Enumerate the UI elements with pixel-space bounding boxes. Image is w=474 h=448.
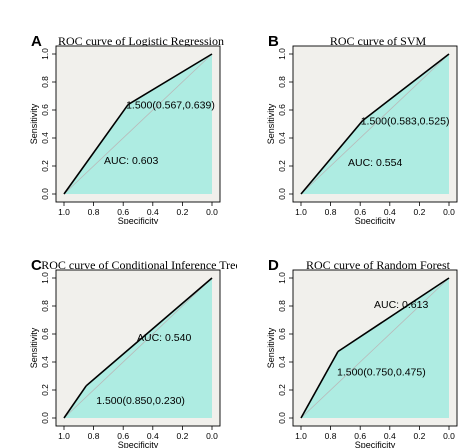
auc-label: AUC: 0.603 bbox=[104, 155, 158, 167]
y-tick-label: 0.4 bbox=[40, 132, 50, 144]
chart-title: ROC curve of SVM bbox=[330, 34, 427, 48]
x-tick-label: 0.8 bbox=[325, 431, 337, 441]
x-axis-label: Specificity bbox=[355, 440, 396, 448]
x-tick-label: 1.0 bbox=[58, 207, 70, 217]
y-tick-label: 0.6 bbox=[40, 104, 50, 116]
roc-panel-b: B ROC curve of SVM 1.0 0.8 0.6 0.4 0.2 0.0 0.0 0.… bbox=[237, 0, 474, 224]
y-tick-label: 0.6 bbox=[277, 104, 287, 116]
roc-curve-segment bbox=[63, 104, 129, 195]
roc-chart-b: B ROC curve of SVM 1.0 0.8 0.6 0.4 0.2 0.0 0.0 0.… bbox=[266, 33, 458, 224]
roc-curve-segment bbox=[362, 53, 450, 122]
y-tick-label: 0.0 bbox=[40, 412, 50, 424]
roc-curve-segment bbox=[85, 277, 213, 387]
roc-curve-segment bbox=[300, 119, 364, 195]
threshold-label: 1.500(0.567,0.639) bbox=[126, 100, 215, 112]
chart-title: ROC curve of Conditional Inference Tree bbox=[41, 258, 237, 272]
y-tick-label: 1.0 bbox=[277, 48, 287, 60]
x-tick-label: 0.2 bbox=[413, 207, 425, 217]
diagonal-reference-line bbox=[63, 53, 213, 195]
y-tick-label: 0.8 bbox=[40, 300, 50, 312]
y-tick-label: 0.0 bbox=[277, 188, 287, 200]
diagonal-reference-line bbox=[300, 53, 450, 195]
x-tick-label: 0.2 bbox=[176, 431, 188, 441]
auc-label: AUC: 0.613 bbox=[374, 299, 428, 311]
roc-panel-c: C ROC curve of Conditional Inference Tree… bbox=[0, 224, 237, 448]
x-tick-label: 0.6 bbox=[117, 431, 129, 441]
plot-frame bbox=[292, 45, 458, 203]
panel-letter: A bbox=[31, 33, 42, 50]
x-tick-label: 0.6 bbox=[354, 431, 366, 441]
diagonal-reference-line bbox=[63, 277, 213, 419]
y-axis-label: Sensitivity bbox=[29, 103, 39, 144]
y-tick-label: 0.8 bbox=[40, 76, 50, 88]
x-tick-label: 0.2 bbox=[176, 207, 188, 217]
plot-frame bbox=[55, 269, 221, 427]
y-tick-label: 1.0 bbox=[40, 48, 50, 60]
x-tick-label: 1.0 bbox=[58, 431, 70, 441]
x-tick-label: 0.0 bbox=[443, 431, 455, 441]
roc-curve-segment bbox=[300, 351, 339, 419]
x-tick-label: 0.4 bbox=[384, 431, 396, 441]
y-tick-label: 0.4 bbox=[277, 132, 287, 144]
x-tick-label: 0.6 bbox=[354, 207, 366, 217]
y-axis-label: Sensitivity bbox=[266, 327, 276, 368]
y-tick-label: 1.0 bbox=[40, 272, 50, 284]
auc-label: AUC: 0.554 bbox=[348, 157, 402, 169]
y-tick-label: 0.2 bbox=[277, 384, 287, 396]
y-tick-label: 0.4 bbox=[277, 356, 287, 368]
x-tick-label: 0.6 bbox=[117, 207, 129, 217]
panel-letter: C bbox=[31, 257, 42, 274]
y-tick-label: 0.8 bbox=[277, 300, 287, 312]
auc-label: AUC: 0.540 bbox=[137, 332, 191, 344]
y-axis-label: Sensitivity bbox=[29, 327, 39, 368]
x-tick-label: 1.0 bbox=[295, 207, 307, 217]
y-tick-label: 0.0 bbox=[40, 188, 50, 200]
y-tick-label: 0.2 bbox=[277, 160, 287, 172]
y-axis-label: Sensitivity bbox=[266, 103, 276, 144]
roc-curve-segment bbox=[63, 385, 87, 419]
x-tick-label: 1.0 bbox=[295, 431, 307, 441]
roc-panel-d: D ROC curve of Random Forest 1.0 0.8 0.6 0.4 0… bbox=[237, 224, 474, 448]
plot-frame bbox=[55, 45, 221, 203]
chart-title: ROC curve of Random Forest bbox=[306, 258, 451, 272]
y-tick-label: 0.6 bbox=[277, 328, 287, 340]
x-tick-label: 0.8 bbox=[88, 207, 100, 217]
y-tick-label: 0.6 bbox=[40, 328, 50, 340]
diagonal-reference-line bbox=[300, 277, 450, 419]
x-tick-label: 0.0 bbox=[443, 207, 455, 217]
x-tick-label: 0.4 bbox=[384, 207, 396, 217]
plot-frame bbox=[292, 269, 458, 427]
y-tick-label: 0.2 bbox=[40, 384, 50, 396]
y-tick-label: 1.0 bbox=[277, 272, 287, 284]
x-axis-label: Specificity bbox=[118, 216, 159, 224]
roc-chart-c: C ROC curve of Conditional Inference Tree… bbox=[29, 257, 237, 448]
panel-letter: D bbox=[268, 257, 279, 274]
roc-panel-a: A ROC curve of Logistic Regression 1.0 0.8 0… bbox=[0, 0, 237, 224]
x-tick-label: 0.4 bbox=[147, 207, 159, 217]
threshold-label: 1.500(0.583,0.525) bbox=[361, 116, 450, 128]
x-tick-label: 0.4 bbox=[147, 431, 159, 441]
threshold-label: 1.500(0.850,0.230) bbox=[96, 395, 185, 407]
roc-curve-segment bbox=[337, 277, 450, 353]
y-tick-label: 0.2 bbox=[40, 160, 50, 172]
roc-curve-segment bbox=[127, 53, 213, 106]
y-tick-label: 0.4 bbox=[40, 356, 50, 368]
x-axis-label: Specificity bbox=[118, 440, 159, 448]
x-axis-label: Specificity bbox=[355, 216, 396, 224]
y-tick-label: 0.0 bbox=[277, 412, 287, 424]
x-tick-label: 0.8 bbox=[325, 207, 337, 217]
x-tick-label: 0.0 bbox=[206, 207, 218, 217]
roc-chart-d: D ROC curve of Random Forest 1.0 0.8 0.6 0.4 0… bbox=[266, 257, 458, 448]
chart-title: ROC curve of Logistic Regression bbox=[58, 34, 224, 48]
roc-chart-a: A ROC curve of Logistic Regression 1.0 0.8 0… bbox=[29, 33, 224, 224]
threshold-label: 1.500(0.750,0.475) bbox=[337, 367, 426, 379]
x-tick-label: 0.2 bbox=[413, 431, 425, 441]
x-tick-label: 0.0 bbox=[206, 431, 218, 441]
x-tick-label: 0.8 bbox=[88, 431, 100, 441]
y-tick-label: 0.8 bbox=[277, 76, 287, 88]
panel-letter: B bbox=[268, 33, 279, 50]
